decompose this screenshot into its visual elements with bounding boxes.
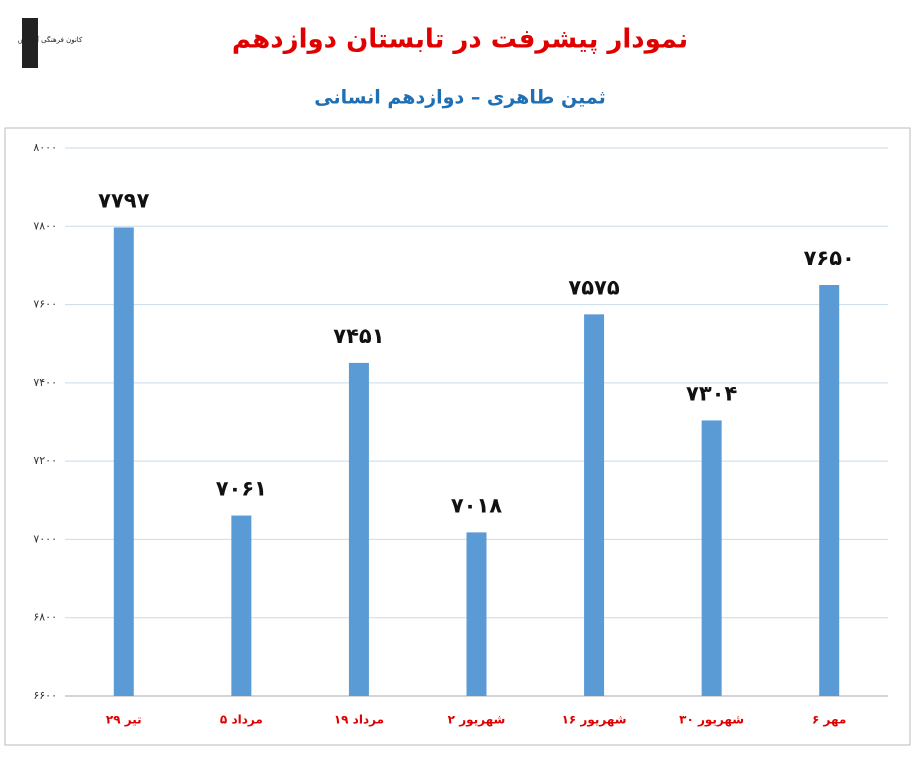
value-label: ۷۵۷۵ bbox=[568, 275, 619, 299]
x-tick-label: ۶ مهر bbox=[812, 713, 846, 727]
bar bbox=[584, 314, 605, 696]
value-label: ۷۴۵۱ bbox=[333, 324, 384, 348]
x-tick-label: ۳۰ شهریور bbox=[679, 713, 744, 728]
value-label: ۷۶۵۰ bbox=[804, 246, 855, 270]
y-tick-label: ۷۸۰۰ bbox=[33, 219, 57, 232]
logo-icon bbox=[22, 18, 38, 68]
bar bbox=[466, 532, 487, 696]
y-tick-label: ۷۶۰۰ bbox=[33, 298, 57, 311]
y-tick-label: ۶۸۰۰ bbox=[33, 611, 57, 624]
x-tick-label: ۱۹ مرداد bbox=[334, 713, 384, 727]
bar bbox=[348, 362, 369, 696]
y-tick-label: ۷۰۰۰ bbox=[33, 532, 57, 545]
x-tick-label: ۵ مرداد bbox=[220, 713, 263, 727]
chart-subtitle: ثمین طاهری – دوازدهم انسانی bbox=[314, 87, 605, 109]
bar bbox=[113, 227, 134, 696]
logo-text: کانون فرهنگی آموزش bbox=[18, 35, 83, 44]
x-tick-label: ۱۶ شهریور bbox=[562, 713, 627, 728]
y-tick-label: ۸۰۰۰ bbox=[33, 141, 57, 154]
x-tick-label: ۲۹ تیر bbox=[106, 713, 142, 727]
chart-frame bbox=[4, 127, 911, 746]
bar bbox=[701, 420, 722, 696]
value-label: ۷۰۶۱ bbox=[216, 477, 267, 501]
value-label: ۷۳۰۴ bbox=[686, 381, 737, 405]
y-tick-label: ۷۴۰۰ bbox=[33, 376, 57, 389]
chart-title: نمودار پیشرفت در تابستان دوازدهم bbox=[232, 25, 688, 55]
bar bbox=[819, 285, 840, 696]
x-tick-label: ۲ شهریور bbox=[448, 713, 506, 728]
y-tick-label: ۷۲۰۰ bbox=[33, 454, 57, 467]
bar bbox=[231, 515, 252, 696]
value-label: ۷۷۹۷ bbox=[98, 188, 149, 212]
y-tick-label: ۶۶۰۰ bbox=[33, 689, 57, 702]
value-label: ۷۰۱۸ bbox=[451, 493, 502, 517]
